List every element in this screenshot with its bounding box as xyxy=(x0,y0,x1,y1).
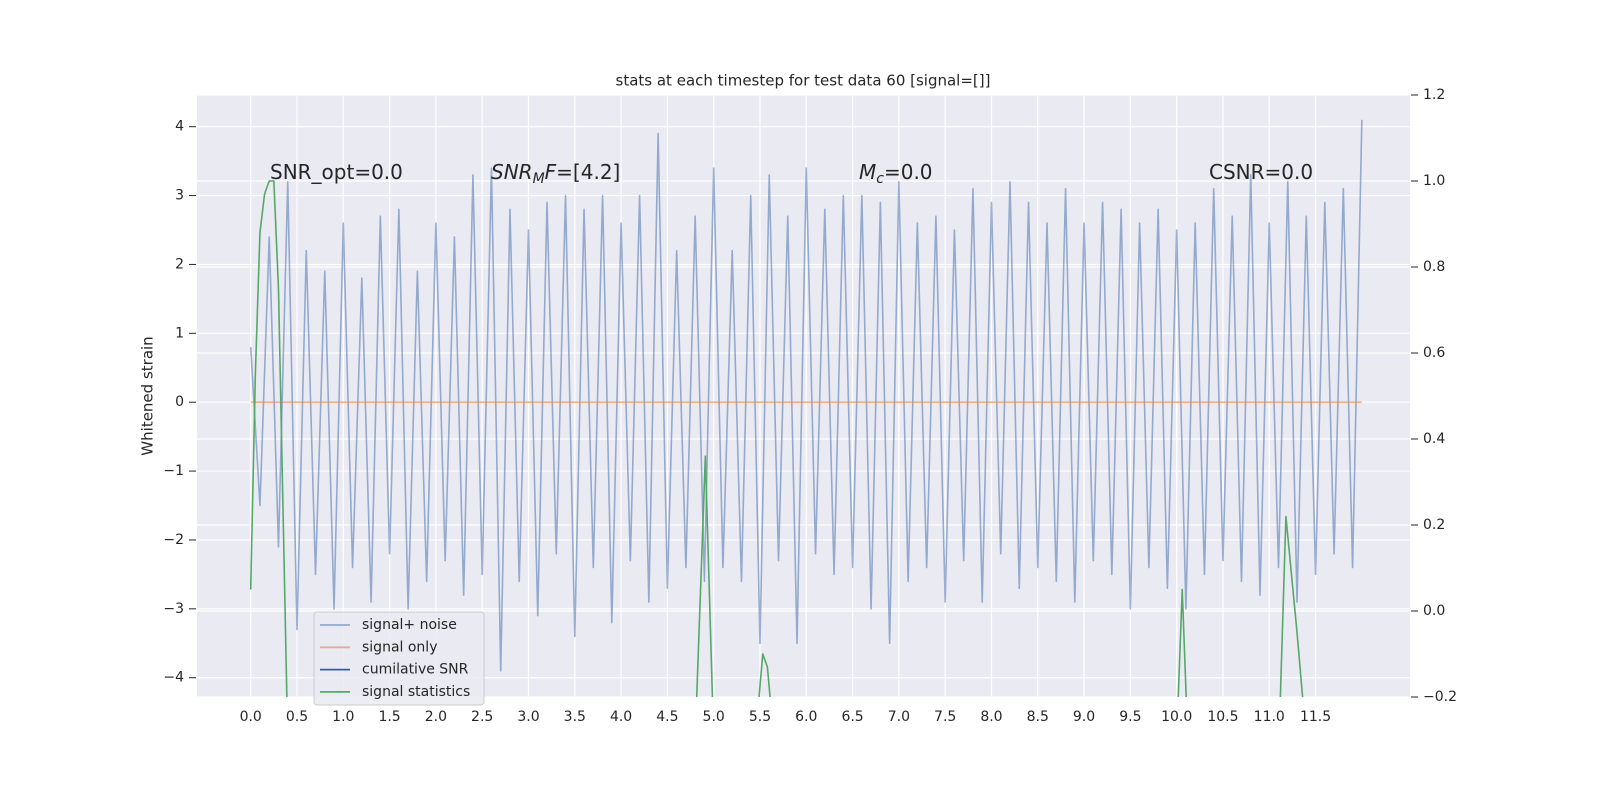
y2-tick-label: 1.0 xyxy=(1423,173,1445,189)
y-tick-label: 0 xyxy=(175,394,184,410)
annotation: SNRMF=[4.2] xyxy=(491,160,620,188)
chart-title: stats at each timestep for test data 60 … xyxy=(616,72,991,90)
annotation-part: CSNR=0.0 xyxy=(1209,160,1313,184)
y-tick-label: −3 xyxy=(163,601,184,617)
y2-tick-label: 1.2 xyxy=(1423,87,1445,103)
legend: signal+ noise signal only cumilative SNR si… xyxy=(313,611,485,706)
legend-label: signal statistics xyxy=(362,684,470,700)
annotation-part: SNR_opt=0.0 xyxy=(270,160,403,184)
series-line xyxy=(249,119,1363,672)
annotation-part: F xyxy=(545,160,557,184)
y-tick-label: 4 xyxy=(175,119,184,135)
y-tick-label: 2 xyxy=(175,256,184,272)
x-tick-label: 1.5 xyxy=(378,709,400,725)
x-tick-label: 10.0 xyxy=(1161,709,1192,725)
y2-tick-label: 0.4 xyxy=(1423,431,1445,447)
annotation-part: =[4.2] xyxy=(556,160,620,184)
annotation-part: M xyxy=(533,171,545,187)
series-line xyxy=(249,180,1304,697)
x-tick-label: 6.5 xyxy=(841,709,863,725)
legend-label: cumilative SNR xyxy=(362,662,469,678)
annotation-part: c xyxy=(876,171,884,187)
annotation-part: M xyxy=(859,160,876,184)
x-tick-label: 6.0 xyxy=(795,709,817,725)
y2-tick-label: 0.0 xyxy=(1423,603,1445,619)
y2-tick-label: 0.6 xyxy=(1423,345,1445,361)
x-tick-label: 11.5 xyxy=(1300,709,1331,725)
y-tick-label: 3 xyxy=(175,188,184,204)
x-tick-label: 3.0 xyxy=(517,709,539,725)
x-tick-label: 0.0 xyxy=(240,709,262,725)
annotation-part: SNR xyxy=(491,160,533,184)
x-tick-label: 7.5 xyxy=(934,709,956,725)
x-tick-label: 1.0 xyxy=(332,709,354,725)
x-tick-label: 0.5 xyxy=(286,709,308,725)
annotation: CSNR=0.0 xyxy=(1209,160,1313,184)
y-tick-label: −2 xyxy=(163,532,184,548)
y2-tick-label: −0.2 xyxy=(1423,689,1457,705)
x-tick-label: 11.0 xyxy=(1254,709,1285,725)
ticks: 0.0 0.5 1.0 1.5 2.0 2.5 3.0 3.5 4.0 4.5 5.0 5.5 6.0 6… xyxy=(163,87,1457,725)
series-group xyxy=(249,119,1363,697)
legend-box xyxy=(313,611,485,706)
y-axis-label: Whitened strain xyxy=(139,336,157,455)
x-tick-label: 4.5 xyxy=(656,709,678,725)
y-tick-label: −4 xyxy=(163,670,184,686)
annotation-part: =0.0 xyxy=(884,160,933,184)
x-tick-label: 4.0 xyxy=(610,709,632,725)
x-tick-label: 3.5 xyxy=(564,709,586,725)
annotations: SNR_opt=0.0 SNRMF=[4.2] Mc=0.0 CSNR=0.0 xyxy=(270,160,1313,188)
y-tick-label: −1 xyxy=(163,463,184,479)
x-tick-label: 8.0 xyxy=(980,709,1002,725)
x-tick-label: 9.5 xyxy=(1119,709,1141,725)
annotation: Mc=0.0 xyxy=(859,160,933,188)
x-tick-label: 2.5 xyxy=(471,709,493,725)
legend-label: signal only xyxy=(362,639,437,655)
x-tick-label: 5.0 xyxy=(703,709,725,725)
x-tick-label: 2.0 xyxy=(425,709,447,725)
y-tick-label: 1 xyxy=(175,325,184,341)
x-tick-label: 5.5 xyxy=(749,709,771,725)
legend-label: signal+ noise xyxy=(362,617,457,633)
y2-tick-label: 0.2 xyxy=(1423,517,1445,533)
x-tick-label: 7.0 xyxy=(888,709,910,725)
annotation: SNR_opt=0.0 xyxy=(270,160,403,184)
y2-tick-label: 0.8 xyxy=(1423,259,1445,275)
x-tick-label: 10.5 xyxy=(1207,709,1238,725)
x-tick-label: 9.0 xyxy=(1073,709,1095,725)
x-tick-label: 8.5 xyxy=(1027,709,1049,725)
